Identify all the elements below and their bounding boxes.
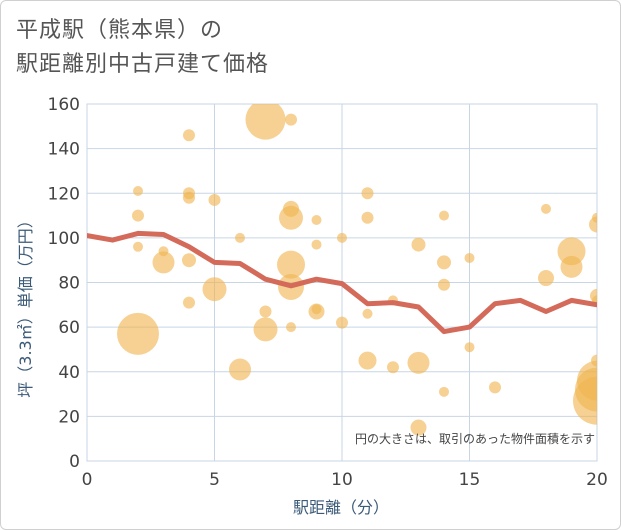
bubble-point [560, 255, 583, 278]
bubble-point [439, 386, 449, 397]
bubble-point [438, 278, 450, 291]
bubble-point [589, 216, 597, 233]
bubble-point [277, 250, 305, 279]
bubble-point [308, 303, 325, 320]
x-tick-label: 20 [586, 470, 608, 490]
y-tick-label: 60 [58, 318, 80, 338]
bubble-point [362, 308, 373, 319]
bubble-point [152, 251, 175, 274]
bubble-point [411, 237, 426, 252]
bubble-layer [117, 104, 597, 436]
grid-lines [86, 103, 598, 462]
bubble-point [336, 316, 348, 329]
bubble-point [259, 305, 272, 318]
bubble-point [253, 317, 278, 342]
bubble-point [573, 376, 597, 425]
chart-title-line2: 駅距離別中古戸建て価格 [16, 52, 270, 77]
bubble-point [489, 381, 501, 394]
bubble-point [464, 252, 475, 263]
bubble-point [285, 113, 297, 126]
bubble-point [361, 211, 374, 224]
bubble-point [439, 210, 449, 221]
bubble-point [541, 203, 551, 214]
x-tick-label: 0 [82, 470, 93, 490]
bubble-point [279, 205, 303, 230]
average-price-line [87, 230, 597, 335]
x-axis-label: 駅距離（分） [293, 498, 389, 517]
bubble-point [437, 255, 451, 270]
bubble-point [202, 277, 227, 302]
bubble-point [245, 104, 286, 140]
x-tick-label: 10 [331, 470, 353, 490]
y-tick-label: 100 [48, 229, 80, 249]
bubble-point [361, 187, 374, 200]
bubble-point [358, 351, 377, 370]
bubble-point [311, 239, 322, 250]
bubble-point [208, 193, 221, 206]
bubble-point [182, 253, 196, 268]
bubble-point [464, 342, 475, 353]
size-annotation: 円の大きさは、取引のあった物件面積を示す [355, 431, 595, 446]
bubble-point [133, 241, 143, 252]
y-tick-label: 80 [58, 274, 80, 294]
bubble-point [183, 296, 195, 309]
bubble-point [133, 186, 143, 197]
bubble-point [407, 351, 430, 374]
line-layer [87, 230, 597, 335]
x-tick-label: 15 [459, 470, 481, 490]
bubble-point [538, 270, 554, 287]
bubble-point [183, 191, 195, 204]
bubble-point [557, 237, 586, 266]
y-axis-label: 坪（3.3㎡）単価（万円） [16, 212, 35, 397]
tick-labels: 0 20 40 60 80 100 120 140 160 0 5 10 15 20 [48, 95, 608, 490]
bubble-point [183, 129, 195, 142]
bubble-point [387, 361, 399, 374]
y-tick-label: 20 [58, 407, 80, 427]
bubble-point [410, 419, 427, 436]
bubble-point [235, 232, 245, 243]
bubble-point [311, 215, 322, 226]
bubble-point [117, 312, 159, 355]
bubble-point [337, 232, 347, 243]
bubble-point [132, 209, 144, 222]
y-tick-label: 0 [69, 452, 80, 472]
bubble-point [286, 322, 296, 333]
bubble-point [229, 358, 251, 381]
y-tick-label: 120 [48, 184, 80, 204]
y-tick-label: 160 [48, 95, 80, 115]
y-tick-label: 140 [48, 140, 80, 160]
x-tick-label: 5 [209, 470, 220, 490]
chart-title-line1: 平成駅（熊本県）の [16, 18, 224, 43]
chart-title: 平成駅（熊本県）の 駅距離別中古戸建て価格 [16, 14, 269, 82]
y-tick-label: 40 [58, 363, 80, 383]
